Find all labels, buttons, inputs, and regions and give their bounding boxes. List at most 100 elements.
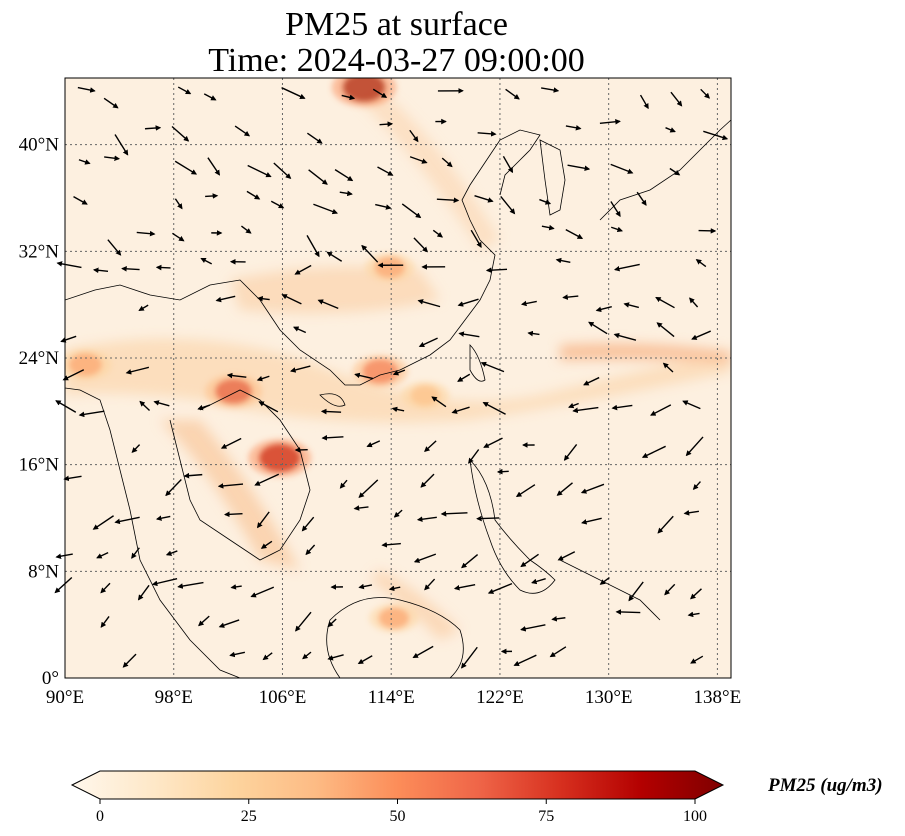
wind-arrow	[77, 86, 96, 93]
colorbar-tick-label: 100	[683, 808, 707, 825]
wind-arrow	[247, 164, 272, 178]
wind-arrow	[669, 167, 681, 176]
wind-arrow	[381, 542, 401, 548]
colorbar: 0 25 50 75 100	[70, 770, 725, 825]
wind-arrow	[103, 97, 119, 109]
wind-arrow	[441, 157, 453, 168]
wind-arrow	[361, 244, 379, 263]
colorbar-tick-label: 0	[96, 808, 104, 825]
axis-ticks: 90°E 98°E 106°E 114°E 122°E 130°E 138°E 0° 8°N 16…	[19, 135, 742, 708]
wind-arrow	[171, 125, 190, 142]
wind-arrow	[515, 484, 536, 498]
wind-arrow	[615, 609, 641, 615]
wind-arrow	[144, 125, 162, 131]
wind-arrow	[151, 577, 178, 587]
wind-arrow	[223, 511, 243, 518]
wind-arrow	[327, 654, 344, 661]
wind-arrow	[409, 156, 428, 164]
wind-arrow	[62, 369, 85, 381]
wind-arrow	[470, 229, 482, 248]
lon-tick-label: 106°E	[259, 687, 307, 708]
wind-arrow	[122, 653, 137, 668]
wind-arrow	[114, 134, 129, 156]
wind-arrow	[424, 440, 437, 453]
wind-arrow	[366, 440, 381, 448]
wind-arrow	[121, 266, 140, 272]
wind-arrow	[487, 582, 513, 594]
wind-arrow	[78, 159, 91, 165]
wind-arrow	[458, 331, 480, 338]
wind-arrow	[60, 335, 77, 343]
wind-arrow	[125, 366, 150, 375]
wind-arrow	[580, 483, 605, 494]
wind-arrow	[480, 361, 505, 373]
wind-arrow	[100, 582, 111, 594]
wind-arrow	[230, 584, 242, 590]
wind-arrow	[613, 263, 640, 272]
wind-arrow	[700, 88, 710, 99]
wind-arrow	[391, 406, 405, 413]
wind-arrow	[556, 482, 573, 496]
wind-arrow	[520, 624, 546, 632]
wind-arrow	[165, 479, 182, 497]
wind-arrow	[92, 515, 114, 530]
wind-arrow	[685, 436, 704, 457]
wind-arrow	[377, 166, 394, 176]
lat-tick-label: 8°N	[28, 561, 59, 582]
wind-arrow	[412, 645, 434, 659]
wind-arrow	[541, 224, 555, 231]
wind-arrow	[246, 190, 261, 200]
coastlines	[65, 119, 731, 678]
wind-arrow	[256, 375, 270, 382]
wind-arrow	[92, 267, 109, 274]
wind-arrow	[656, 322, 675, 338]
wind-arrow	[96, 551, 109, 559]
wind-arrow	[610, 163, 634, 174]
wind-arrow	[218, 619, 240, 628]
wind-arrow	[628, 581, 644, 602]
wind-arrow	[357, 655, 373, 665]
wind-arrow	[665, 127, 676, 133]
lon-tick-label: 138°E	[694, 687, 742, 708]
wind-arrow	[440, 510, 468, 517]
wind-arrow	[256, 511, 270, 529]
wind-arrow	[321, 434, 344, 441]
wind-arrow	[153, 400, 170, 407]
lat-tick-label: 32°N	[19, 241, 60, 262]
wind-arrow	[636, 191, 647, 206]
wind-arrow	[539, 198, 552, 205]
wind-arrow	[250, 586, 275, 598]
wind-arrow	[155, 515, 171, 521]
wind-arrow	[650, 404, 672, 416]
wind-arrow	[203, 93, 217, 101]
wind-arrow	[327, 618, 337, 628]
wind-arrow	[56, 261, 82, 269]
wind-arrow	[689, 297, 699, 308]
wind-arrow	[476, 515, 500, 522]
wind-vectors	[54, 86, 729, 669]
wind-arrow	[610, 226, 623, 233]
wind-arrow	[496, 468, 509, 475]
wind-arrow	[567, 164, 591, 172]
wind-arrow	[183, 472, 203, 479]
wind-arrow	[139, 400, 151, 411]
wind-arrow	[520, 553, 539, 568]
haze-layer	[65, 90, 731, 640]
wind-arrow	[588, 321, 608, 335]
wind-arrow	[306, 132, 323, 144]
wind-arrow	[527, 330, 540, 337]
wind-arrow	[308, 169, 328, 185]
wind-arrow	[599, 118, 621, 125]
wind-arrow	[563, 443, 578, 461]
wind-arrow	[114, 516, 140, 525]
wind-arrow	[500, 196, 516, 215]
lon-tick-label: 90°E	[46, 687, 84, 708]
wind-arrow	[683, 510, 700, 516]
wind-arrow	[281, 87, 306, 99]
wind-arrow	[453, 583, 476, 591]
wind-arrow	[295, 611, 312, 632]
colorbar-tick-label: 50	[390, 808, 406, 825]
lon-tick-label: 114°E	[368, 687, 415, 708]
wind-arrow	[393, 509, 403, 518]
wind-arrow	[354, 372, 374, 380]
